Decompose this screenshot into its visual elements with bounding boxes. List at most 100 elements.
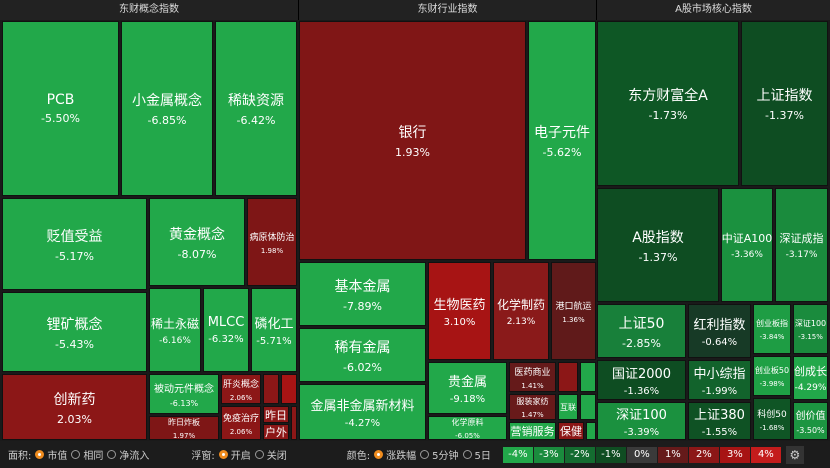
- tile[interactable]: 保健: [558, 422, 584, 440]
- tile: [580, 362, 596, 392]
- tile[interactable]: 肝炎概念 2.06%: [221, 374, 261, 404]
- tile[interactable]: 电子元件 -5.62%: [528, 21, 596, 260]
- tile[interactable]: 中小综指 -1.99%: [688, 360, 751, 400]
- legend-item: 3%: [719, 446, 750, 463]
- radio[interactable]: [35, 450, 45, 459]
- tile[interactable]: 黄金概念 -8.07%: [149, 198, 245, 286]
- radio[interactable]: [71, 450, 81, 459]
- tile[interactable]: 东方财富全A -1.73%: [597, 21, 739, 186]
- tile-change: -3.84%: [759, 332, 785, 341]
- tile[interactable]: 磷化工 -5.71%: [251, 288, 297, 372]
- option[interactable]: 关闭: [266, 451, 287, 462]
- tile[interactable]: 免疫治疗 2.06%: [221, 406, 261, 440]
- tile[interactable]: 深证100 -3.15%: [793, 304, 828, 354]
- tile-name: 电子元件: [534, 125, 590, 141]
- tile[interactable]: PCB -5.50%: [2, 21, 119, 196]
- tile[interactable]: 深证100 -3.39%: [597, 402, 686, 440]
- radio[interactable]: [462, 450, 472, 459]
- tile[interactable]: 生物医药 3.10%: [428, 262, 491, 360]
- tile[interactable]: 红利指数 -0.64%: [688, 304, 751, 358]
- tile[interactable]: 稀缺资源 -6.42%: [215, 21, 297, 196]
- tile-change: -3.15%: [798, 332, 823, 341]
- tile-name: 国证2000: [611, 367, 672, 382]
- tile[interactable]: 创成长 -4.29%: [793, 356, 828, 400]
- tile-name: 锂矿概念: [46, 316, 103, 333]
- tile: [263, 374, 279, 404]
- tile[interactable]: 病原体防治 1.98%: [247, 198, 297, 286]
- tile: [580, 394, 596, 420]
- radio[interactable]: [374, 450, 384, 459]
- tile-change: -6.05%: [455, 431, 480, 440]
- tile[interactable]: 服装家纺 1.47%: [509, 394, 556, 420]
- legend-item: -3%: [533, 446, 564, 463]
- tile-change: -1.99%: [701, 386, 738, 397]
- tile[interactable]: 金属非金属新材料 -4.27%: [299, 384, 426, 440]
- tile[interactable]: 被动元件概念 -6.13%: [149, 374, 219, 414]
- tile-change: -1.73%: [648, 109, 688, 122]
- legend-item: -2%: [564, 446, 595, 463]
- tile[interactable]: 港口航运 1.36%: [551, 262, 596, 360]
- tile: [558, 362, 578, 392]
- tile[interactable]: 基本金属 -7.89%: [299, 262, 426, 326]
- tile-change: -5.50%: [41, 112, 80, 125]
- radio[interactable]: [420, 450, 430, 459]
- tile[interactable]: 锂矿概念 -5.43%: [2, 292, 147, 372]
- tile-change: -1.68%: [759, 423, 785, 432]
- tile-change: 1.98%: [260, 246, 284, 255]
- tile[interactable]: 上证380 -1.55%: [688, 402, 751, 440]
- tile-change: -5.43%: [55, 337, 94, 351]
- tile[interactable]: 医药商业 1.41%: [509, 362, 556, 392]
- option[interactable]: 5日: [474, 451, 491, 462]
- option[interactable]: 净流入: [119, 451, 150, 462]
- option[interactable]: 相同: [83, 451, 104, 462]
- tile[interactable]: 稀有金属 -6.02%: [299, 328, 426, 382]
- tile[interactable]: 贵金属 -9.18%: [428, 362, 507, 414]
- tile-change: -0.64%: [701, 337, 738, 348]
- tile[interactable]: 创业板50 -3.98%: [753, 356, 791, 396]
- tile[interactable]: 银行 1.93%: [299, 21, 526, 260]
- tile[interactable]: 创新药 2.03%: [2, 374, 147, 440]
- radio[interactable]: [218, 450, 228, 459]
- tile[interactable]: 科创50 -1.68%: [753, 398, 791, 440]
- radio[interactable]: [107, 450, 117, 459]
- tile-name: 黄金概念: [169, 226, 225, 243]
- tile[interactable]: 创业板指 -3.84%: [753, 304, 791, 354]
- tile-change: -1.37%: [765, 109, 804, 122]
- tile[interactable]: 上证指数 -1.37%: [741, 21, 828, 186]
- tile[interactable]: 中证A100 -3.36%: [721, 188, 773, 302]
- tile-name: 深证100: [616, 408, 667, 423]
- tile-change: -6.42%: [236, 114, 276, 127]
- tile[interactable]: 互联: [558, 394, 578, 420]
- tile[interactable]: 国证2000 -1.36%: [597, 360, 686, 400]
- tile-name: 服装家纺: [516, 396, 549, 406]
- tile[interactable]: 稀土永磁 -6.16%: [149, 288, 201, 372]
- tile[interactable]: 上证50 -2.85%: [597, 304, 686, 358]
- tile-name: 创成长: [794, 365, 827, 378]
- tile-change: 2.06%: [229, 427, 253, 436]
- tile[interactable]: 营销服务: [509, 422, 556, 440]
- option[interactable]: 涨跌幅: [386, 451, 417, 462]
- tile-name: 贵金属: [447, 375, 487, 390]
- tile-name: 上证380: [694, 408, 745, 423]
- tile[interactable]: 化学原料 -6.05%: [428, 416, 507, 440]
- tile[interactable]: 化学制药 2.13%: [493, 262, 549, 360]
- tile-name: 医药商业: [514, 367, 551, 378]
- tile[interactable]: 昨日: [263, 406, 289, 423]
- radio[interactable]: [254, 450, 264, 459]
- tile[interactable]: A股指数 -1.37%: [597, 188, 719, 302]
- option[interactable]: 市值: [47, 451, 68, 462]
- tile-name: 化学制药: [496, 297, 545, 312]
- tile[interactable]: 创价值 -3.50%: [793, 402, 828, 440]
- tile[interactable]: 小金属概念 -6.85%: [121, 21, 213, 196]
- tile[interactable]: 昨日炸板 1.97%: [149, 416, 219, 440]
- settings-icon[interactable]: ⚙: [785, 445, 804, 464]
- option[interactable]: 5分钟: [432, 451, 459, 462]
- tile[interactable]: MLCC -6.32%: [203, 288, 249, 372]
- option[interactable]: 开启: [230, 451, 251, 462]
- tile-change: 1.93%: [395, 146, 430, 159]
- tile[interactable]: 深证成指 -3.17%: [775, 188, 828, 302]
- tile[interactable]: 户外: [263, 424, 289, 440]
- tile-name: 创业板50: [754, 365, 790, 375]
- tile[interactable]: 贬值受益 -5.17%: [2, 198, 147, 290]
